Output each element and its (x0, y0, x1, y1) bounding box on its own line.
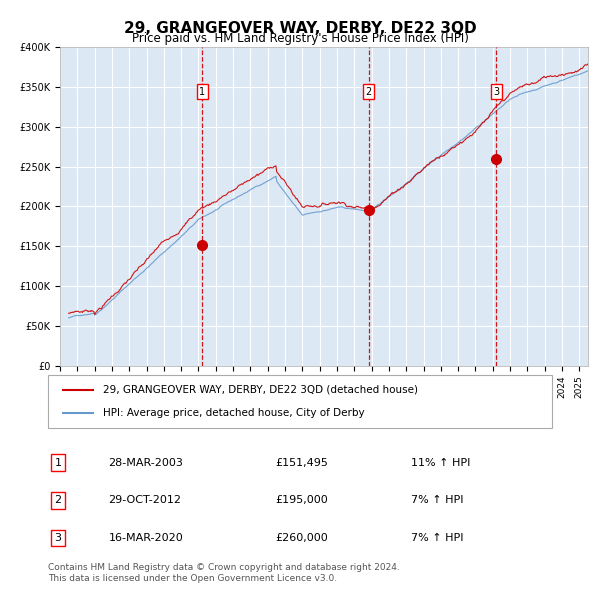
Text: £260,000: £260,000 (275, 533, 328, 543)
Text: 1: 1 (55, 458, 62, 467)
Text: £195,000: £195,000 (275, 496, 328, 505)
Text: 7% ↑ HPI: 7% ↑ HPI (411, 533, 463, 543)
Text: £151,495: £151,495 (275, 458, 328, 467)
FancyBboxPatch shape (48, 375, 552, 428)
Text: 29, GRANGEOVER WAY, DERBY, DE22 3QD (detached house): 29, GRANGEOVER WAY, DERBY, DE22 3QD (det… (103, 385, 418, 395)
Text: 2: 2 (55, 496, 62, 505)
Text: 1: 1 (199, 87, 206, 97)
Text: 3: 3 (493, 87, 499, 97)
Text: 2: 2 (365, 87, 372, 97)
Text: Price paid vs. HM Land Registry's House Price Index (HPI): Price paid vs. HM Land Registry's House … (131, 32, 469, 45)
Text: 28-MAR-2003: 28-MAR-2003 (109, 458, 184, 467)
Text: Contains HM Land Registry data © Crown copyright and database right 2024.
This d: Contains HM Land Registry data © Crown c… (48, 563, 400, 583)
Text: 7% ↑ HPI: 7% ↑ HPI (411, 496, 463, 505)
Text: 29, GRANGEOVER WAY, DERBY, DE22 3QD: 29, GRANGEOVER WAY, DERBY, DE22 3QD (124, 21, 476, 35)
Text: HPI: Average price, detached house, City of Derby: HPI: Average price, detached house, City… (103, 408, 365, 418)
Text: 3: 3 (55, 533, 62, 543)
Text: 11% ↑ HPI: 11% ↑ HPI (411, 458, 470, 467)
Text: 16-MAR-2020: 16-MAR-2020 (109, 533, 183, 543)
Text: 29-OCT-2012: 29-OCT-2012 (109, 496, 181, 505)
